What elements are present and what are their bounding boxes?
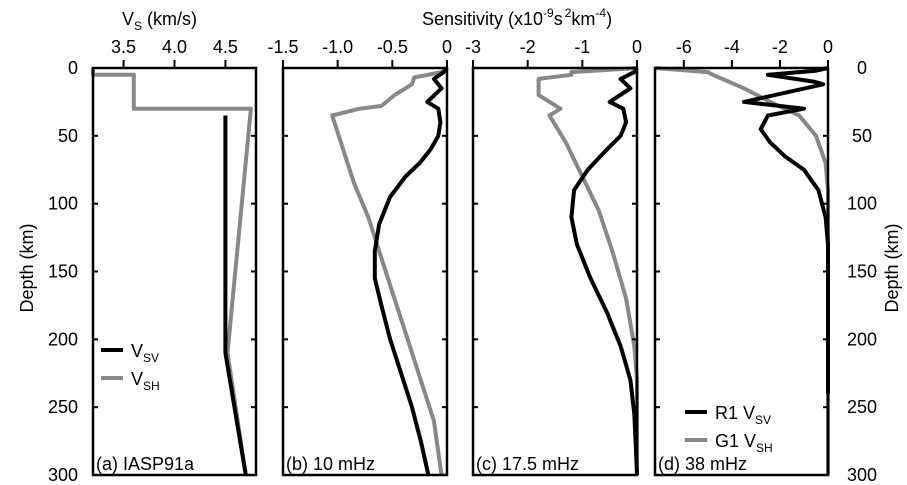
depth-tick-label-left: 150 <box>48 262 78 282</box>
series-line-sh <box>654 66 830 475</box>
depth-tick-label-right: 300 <box>847 465 877 485</box>
panel-c: -3 -2 -1 0 (c) 17.5 mHz <box>465 37 642 477</box>
series-line-sv <box>569 66 639 476</box>
panel-label: (c) 17.5 mHz <box>476 454 579 474</box>
x-tick-label: -1.0 <box>322 37 353 57</box>
series-line-sh <box>536 66 639 475</box>
x-tick-label: 0 <box>632 37 642 57</box>
panel-b: -1.5 -1.0 -0.5 0 (b) 10 mHz <box>267 37 452 477</box>
panel-frame <box>471 66 639 477</box>
legend-label-sh: G1 VSH <box>715 431 773 455</box>
depth-tick-label-right: 50 <box>852 126 872 146</box>
depth-tick-label-left: 200 <box>48 329 78 349</box>
depth-tick-labels-right: 0 50 100 150 200 250 300 <box>847 58 877 485</box>
panel-label: (d) 38 mHz <box>658 454 747 474</box>
depth-tick-label-right: 200 <box>847 329 877 349</box>
x-tick-label: -4 <box>724 37 740 57</box>
depth-tick-label-right: 150 <box>847 262 877 282</box>
legend-label-sv: R1 VSV <box>715 403 771 427</box>
depth-tick-label-left: 50 <box>58 126 78 146</box>
x-tick-label: 3.5 <box>111 37 136 57</box>
depth-axis-label-left: Depth (km) <box>17 223 37 312</box>
x-tick-label: -2 <box>772 37 788 57</box>
vs-axis-title: VS (km/s) <box>122 9 197 33</box>
legend-label-sh: VSH <box>131 369 160 393</box>
panel-label: (a) IASP91a <box>96 454 195 474</box>
series-line-sv <box>741 66 830 394</box>
depth-tick-label-right: 250 <box>847 397 877 417</box>
depth-tick-label-left: 0 <box>68 58 78 78</box>
series-line-sh <box>330 66 449 476</box>
panel-frame <box>91 66 258 477</box>
x-tick-label: -3 <box>465 37 481 57</box>
chart-panels: 3.5 4.0 4.5 (a) IASP91a VSV VSH -1.5 -1.0 -0.5 0 (… <box>91 37 833 477</box>
legend-label-sv: VSV <box>131 341 159 365</box>
depth-tick-label-left: 300 <box>48 465 78 485</box>
x-tick-label: 4.0 <box>162 37 187 57</box>
x-tick-label: 0 <box>823 37 833 57</box>
depth-axis-label-right: Depth (km) <box>882 223 902 312</box>
series-line-sv <box>223 115 248 476</box>
depth-tick-label-left: 250 <box>48 397 78 417</box>
x-tick-label: 0 <box>442 37 452 57</box>
x-tick-label: -0.5 <box>377 37 408 57</box>
x-tick-label: -2 <box>520 37 536 57</box>
x-tick-label: -6 <box>676 37 692 57</box>
panel-label: (b) 10 mHz <box>286 454 375 474</box>
sensitivity-axis-title: Sensitivity (x10-9s 2km-4) <box>422 6 612 29</box>
panel-d: -6 -4 -2 0 (d) 38 mHz R1 VSV G1 VSH <box>653 37 833 477</box>
x-tick-label: 4.5 <box>213 37 238 57</box>
depth-tick-label-right: 100 <box>847 194 877 214</box>
x-tick-label: -1.5 <box>267 37 298 57</box>
panel-frame <box>281 66 449 477</box>
series-line-sv <box>372 66 449 476</box>
depth-tick-labels-left: 0 50 100 150 200 250 300 <box>48 58 78 485</box>
depth-tick-label-right: 0 <box>857 58 867 78</box>
x-tick-label: -1 <box>574 37 590 57</box>
panel-a: 3.5 4.0 4.5 (a) IASP91a VSV VSH <box>91 37 258 477</box>
depth-tick-label-left: 100 <box>48 194 78 214</box>
